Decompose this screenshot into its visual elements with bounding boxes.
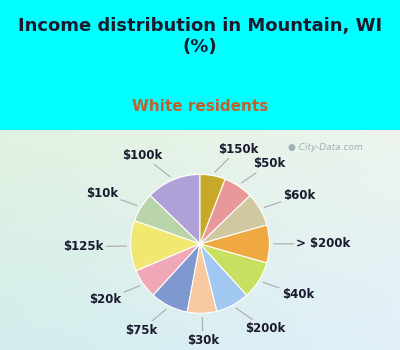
Text: $60k: $60k xyxy=(264,189,316,208)
Text: ● City-Data.com: ● City-Data.com xyxy=(288,143,363,152)
Text: $30k: $30k xyxy=(187,317,219,346)
Wedge shape xyxy=(134,196,200,244)
Wedge shape xyxy=(187,244,217,313)
Text: $200k: $200k xyxy=(236,308,286,335)
Text: Income distribution in Mountain, WI
(%): Income distribution in Mountain, WI (%) xyxy=(18,17,382,56)
Text: $150k: $150k xyxy=(215,142,258,172)
Wedge shape xyxy=(200,174,225,244)
Text: $125k: $125k xyxy=(63,240,126,253)
Wedge shape xyxy=(130,221,200,271)
Wedge shape xyxy=(200,244,267,295)
Wedge shape xyxy=(153,244,200,312)
Text: $40k: $40k xyxy=(263,282,314,301)
Wedge shape xyxy=(136,244,200,295)
Text: $10k: $10k xyxy=(86,187,137,205)
Text: White residents: White residents xyxy=(132,99,268,114)
Wedge shape xyxy=(200,196,267,244)
Wedge shape xyxy=(200,244,247,311)
Wedge shape xyxy=(200,225,270,263)
Text: $50k: $50k xyxy=(242,157,286,183)
Text: $20k: $20k xyxy=(89,286,140,306)
Wedge shape xyxy=(200,179,250,244)
Text: $75k: $75k xyxy=(125,309,166,337)
Wedge shape xyxy=(150,174,200,244)
Text: $100k: $100k xyxy=(122,149,170,177)
Text: > $200k: > $200k xyxy=(274,237,351,250)
